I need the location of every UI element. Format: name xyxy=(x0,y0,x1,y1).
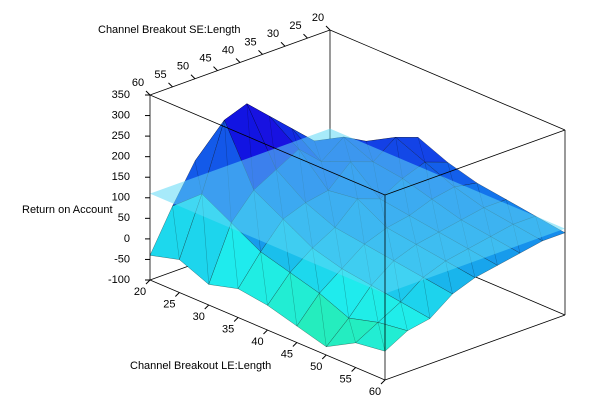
y-tick xyxy=(213,66,218,71)
x-tick xyxy=(351,367,356,372)
z-tick-label: 50 xyxy=(118,212,130,224)
z-tick-label: -50 xyxy=(114,253,130,265)
mesh-diagonal xyxy=(377,322,386,352)
y-axis-label: Channel Breakout SE:Length xyxy=(98,24,241,36)
box-edge xyxy=(384,129,566,196)
y-tick xyxy=(303,33,308,39)
y-tick xyxy=(145,90,151,96)
y-tick-label: 50 xyxy=(177,61,189,73)
y-tick xyxy=(325,25,331,31)
x-tick-label: 60 xyxy=(369,386,381,398)
x-tick-label: 25 xyxy=(163,298,175,310)
y-tick-label: 20 xyxy=(312,12,324,24)
y-tick-label: 25 xyxy=(289,20,301,32)
y-tick-label: 55 xyxy=(154,69,166,81)
x-tick-label: 40 xyxy=(251,336,263,348)
box-edge xyxy=(384,314,566,381)
box-edge xyxy=(149,94,386,196)
y-tick xyxy=(280,41,286,47)
x-tick xyxy=(204,304,210,310)
z-tick-label: 100 xyxy=(112,192,130,204)
mesh-diagonal xyxy=(417,137,426,163)
x-tick xyxy=(145,279,151,285)
mesh-diagonal xyxy=(260,251,268,306)
mesh-diagonal xyxy=(289,272,298,327)
y-tick-label: 40 xyxy=(222,44,234,56)
x-tick xyxy=(321,354,327,360)
mesh-diagonal xyxy=(422,277,431,319)
mesh-diagonal xyxy=(231,222,239,289)
z-axis-label: Return on Account xyxy=(22,204,113,216)
x-tick-label: 20 xyxy=(134,286,146,298)
x-tick-label: 45 xyxy=(281,348,293,360)
z-tick-label: 300 xyxy=(112,109,130,121)
z-tick-label: 0 xyxy=(124,233,130,245)
reference-plane xyxy=(150,128,565,294)
x-tick xyxy=(233,317,239,322)
x-tick xyxy=(380,379,386,385)
x-tick-label: 35 xyxy=(222,323,234,335)
mesh-diagonal xyxy=(348,318,356,343)
z-tick-label: 250 xyxy=(112,130,130,142)
x-tick xyxy=(263,329,268,335)
x-tick xyxy=(292,342,298,347)
mesh-diagonal xyxy=(319,293,327,347)
y-tick xyxy=(258,50,263,55)
mesh-diagonal xyxy=(400,301,408,331)
z-tick-label: 200 xyxy=(112,151,130,163)
x-tick xyxy=(175,292,180,297)
y-tick xyxy=(235,58,241,63)
y-tick xyxy=(168,82,173,88)
y-tick-label: 45 xyxy=(199,53,211,65)
box-edge xyxy=(329,29,566,131)
x-tick-label: 30 xyxy=(193,311,205,323)
mesh-diagonal xyxy=(371,285,379,323)
z-tick-label: -100 xyxy=(108,274,130,286)
x-tick-label: 55 xyxy=(340,373,352,385)
z-tick-label: 150 xyxy=(112,171,130,183)
y-tick-label: 35 xyxy=(244,36,256,48)
mesh-diagonal xyxy=(341,268,349,319)
x-axis-label: Channel Breakout LE:Length xyxy=(130,360,271,372)
mesh-diagonal xyxy=(172,206,180,260)
z-tick-label: 350 xyxy=(112,89,130,101)
y-tick-label: 30 xyxy=(267,28,279,40)
y-tick xyxy=(190,74,196,80)
y-tick-label: 60 xyxy=(132,77,144,89)
x-tick-label: 50 xyxy=(310,361,322,373)
